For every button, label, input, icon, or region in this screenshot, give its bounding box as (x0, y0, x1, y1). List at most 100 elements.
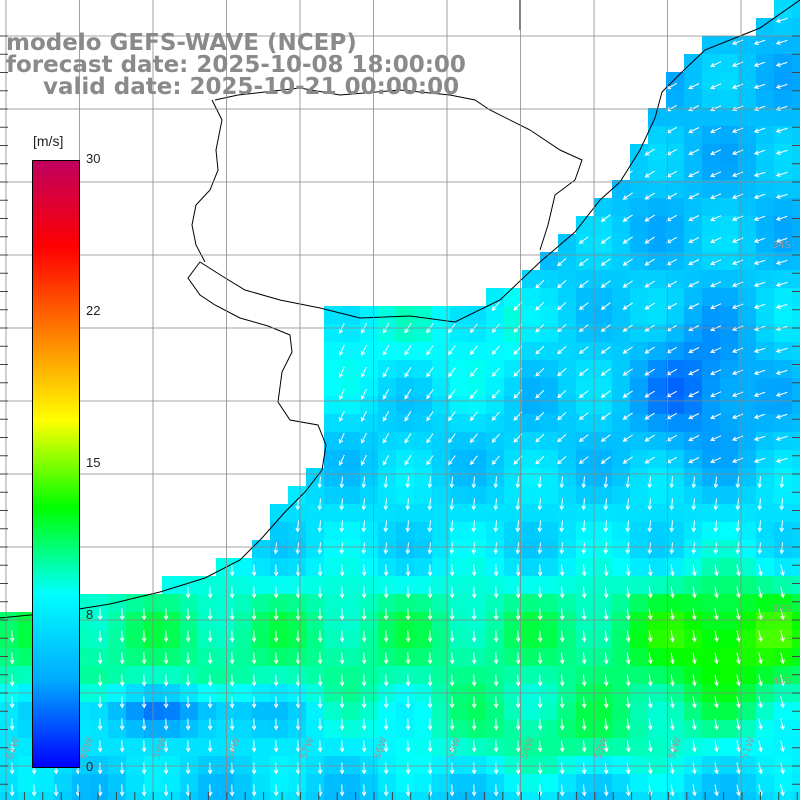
speed-cell (612, 270, 631, 289)
speed-cell (594, 576, 613, 595)
speed-cell (720, 54, 739, 73)
wind-arrow (581, 740, 587, 753)
wind-arrow (338, 366, 345, 378)
speed-cell (180, 594, 199, 613)
speed-cell (666, 450, 685, 469)
speed-cell (396, 720, 415, 739)
speed-cell (792, 36, 800, 55)
wind-arrow (317, 718, 323, 731)
wind-arrow (295, 542, 301, 555)
wind-arrow (448, 389, 456, 400)
wind-arrow (714, 608, 719, 621)
country-border (191, 99, 223, 263)
wind-arrow (426, 367, 434, 378)
speed-cell (198, 666, 217, 685)
wind-arrow (97, 674, 103, 687)
speed-cell (324, 522, 343, 541)
wind-arrow (383, 718, 389, 731)
speed-cell (360, 576, 379, 595)
speed-cell (558, 720, 577, 739)
speed-cell (450, 576, 469, 595)
speed-cell (792, 288, 800, 307)
wind-arrow (317, 586, 323, 599)
speed-cell (216, 666, 235, 685)
wind-arrow (493, 608, 499, 621)
wind-arrow (229, 630, 235, 643)
wind-arrow (710, 171, 722, 178)
speed-cell (594, 540, 613, 559)
speed-cell (252, 540, 271, 559)
wind-arrow (714, 674, 719, 687)
speed-cell (666, 612, 685, 631)
speed-cell (576, 468, 595, 487)
wind-arrow (361, 586, 367, 599)
speed-cell (126, 666, 145, 685)
wind-arrow (710, 281, 722, 288)
wind-arrow (535, 367, 545, 377)
speed-cell (378, 756, 397, 775)
wind-arrow (600, 236, 611, 244)
speed-cell (198, 738, 217, 757)
speed-cell (648, 540, 667, 559)
wind-arrow (317, 652, 323, 665)
wind-arrow (559, 674, 565, 687)
speed-cell (630, 648, 649, 667)
wind-arrow (273, 762, 279, 775)
wind-arrow (404, 345, 412, 356)
speed-cell (756, 342, 775, 361)
speed-cell (468, 720, 487, 739)
speed-cell (558, 342, 577, 361)
wind-arrow (229, 586, 235, 599)
coastline-line (0, 0, 800, 619)
speed-cell (738, 450, 757, 469)
speed-cell (792, 594, 800, 613)
wind-arrow (273, 564, 279, 577)
speed-cell (774, 576, 793, 595)
speed-cell (774, 504, 793, 523)
speed-cell (558, 540, 577, 559)
wind-arrow (361, 498, 367, 511)
wind-arrow (493, 476, 499, 489)
speed-cell (648, 216, 667, 235)
speed-cell (594, 252, 613, 271)
speed-cell (126, 630, 145, 649)
wind-arrow (622, 390, 633, 398)
speed-cell (450, 702, 469, 721)
speed-cell (378, 432, 397, 451)
wind-arrow (647, 520, 653, 533)
speed-cell (324, 576, 343, 595)
speed-cell (432, 504, 451, 523)
speed-cell (234, 558, 253, 577)
wind-arrow (648, 652, 653, 665)
speed-cell (396, 630, 415, 649)
speed-cell (576, 378, 595, 397)
wind-arrow (714, 784, 719, 797)
wind-arrow (710, 237, 722, 244)
speed-cell (684, 54, 703, 73)
wind-arrow (449, 586, 455, 599)
wind-arrow (688, 127, 700, 134)
wind-arrow (710, 303, 722, 310)
speed-cell (432, 432, 451, 451)
speed-cell (702, 234, 721, 253)
wind-arrow (491, 345, 500, 355)
speed-cell (630, 576, 649, 595)
speed-cell (414, 396, 433, 415)
speed-cell (504, 522, 523, 541)
wind-arrow (338, 432, 345, 444)
speed-cell (756, 234, 775, 253)
speed-cell (684, 702, 703, 721)
speed-cell (342, 756, 361, 775)
wind-arrow (207, 586, 213, 599)
speed-cell (360, 774, 379, 793)
wind-arrow (448, 345, 456, 356)
speed-cell (540, 324, 559, 343)
speed-cell (792, 630, 800, 649)
wind-arrow (644, 368, 655, 376)
speed-cell (378, 666, 397, 685)
speed-cell (540, 342, 559, 361)
speed-cell (18, 702, 37, 721)
speed-cell (738, 414, 757, 433)
wind-arrow (736, 784, 741, 797)
speed-cell (594, 612, 613, 631)
